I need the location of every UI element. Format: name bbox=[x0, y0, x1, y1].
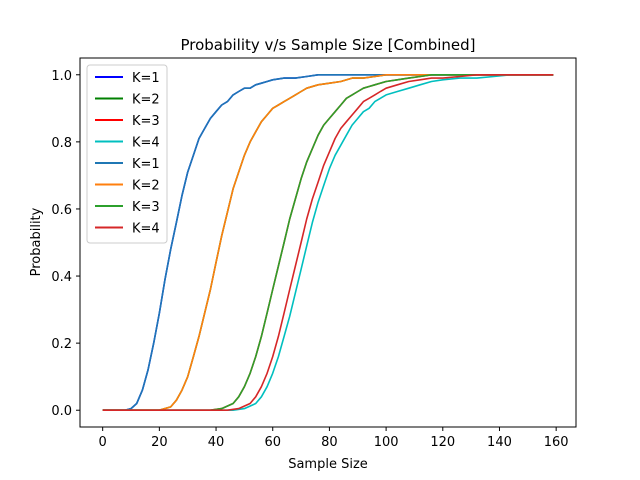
legend-box bbox=[86, 64, 168, 244]
x-tick-label: 20 bbox=[151, 435, 168, 450]
x-tick-label: 80 bbox=[321, 435, 338, 450]
x-tick-label: 140 bbox=[487, 435, 512, 450]
legend-label: K=2 bbox=[132, 179, 160, 194]
plot-lines bbox=[102, 74, 554, 412]
series-line-5 bbox=[102, 74, 554, 412]
legend-label: K=2 bbox=[132, 93, 160, 108]
legend-label: K=3 bbox=[132, 114, 160, 129]
legend-label: K=1 bbox=[132, 157, 160, 172]
legend-label: K=4 bbox=[132, 222, 160, 237]
legend-label: K=4 bbox=[132, 136, 160, 151]
y-axis: 0.0 0.2 0.4 0.6 0.8 1.0 bbox=[51, 69, 80, 419]
x-tick-label: 60 bbox=[264, 435, 281, 450]
legend-label: K=1 bbox=[132, 71, 160, 86]
x-tick-label: 40 bbox=[208, 435, 225, 450]
series-line-6 bbox=[102, 74, 554, 412]
x-tick-label: 120 bbox=[430, 435, 455, 450]
x-tick-label: 0 bbox=[99, 435, 107, 450]
legend-label: K=3 bbox=[132, 200, 160, 215]
x-tick-label: 160 bbox=[544, 435, 569, 450]
y-tick-label: 0.6 bbox=[51, 203, 72, 218]
plot-frame bbox=[79, 57, 577, 428]
x-axis-label: Sample Size bbox=[288, 457, 368, 472]
y-tick-label: 0.4 bbox=[51, 270, 72, 285]
y-axis-label: Probability bbox=[29, 207, 44, 276]
series-line-7 bbox=[102, 74, 554, 412]
y-tick-label: 1.0 bbox=[51, 69, 72, 84]
x-axis: 0 20 40 60 80 100 120 140 160 bbox=[99, 427, 569, 450]
y-tick-label: 0.2 bbox=[51, 337, 72, 352]
y-tick-label: 0.0 bbox=[51, 404, 72, 419]
series-line-8 bbox=[102, 74, 554, 412]
y-tick-label: 0.8 bbox=[51, 136, 72, 151]
x-tick-label: 100 bbox=[374, 435, 399, 450]
legend: K=1 K=2 K=3 K=4 K=1 K=2 K=3 K=4 bbox=[86, 64, 168, 244]
series-line-4 bbox=[102, 74, 554, 412]
chart-title: Probability v/s Sample Size [Combined] bbox=[180, 36, 475, 54]
